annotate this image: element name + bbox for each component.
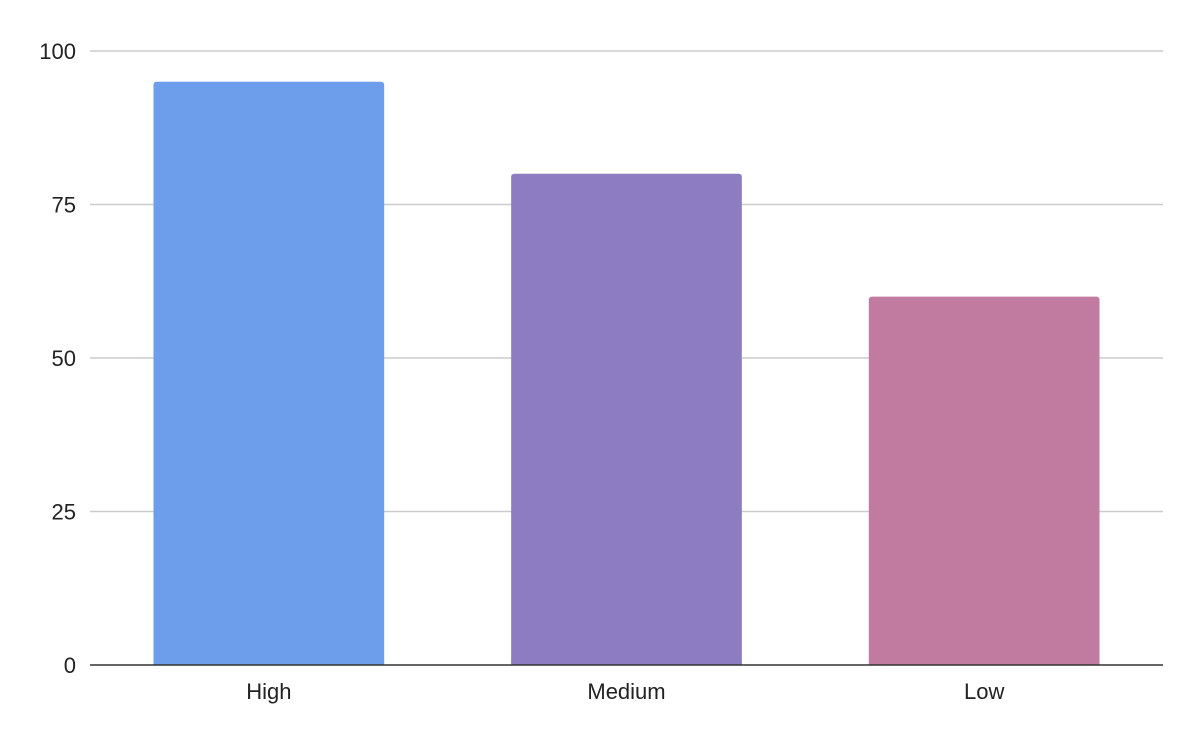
y-axis-ticks: 0 25 50 75 100 [39, 39, 76, 678]
x-tick-label: Low [964, 679, 1004, 704]
x-axis-ticks: High Medium Low [246, 679, 1004, 704]
x-tick-label: Medium [587, 679, 665, 704]
bar-high [153, 81, 385, 665]
bar-base-high [153, 661, 385, 665]
y-tick-label: 75 [52, 193, 76, 218]
bar-base-medium [511, 661, 742, 665]
x-tick-label: High [246, 679, 291, 704]
bars [153, 81, 1100, 666]
y-tick-label: 50 [52, 346, 76, 371]
bar-medium [511, 173, 742, 666]
y-tick-label: 100 [39, 39, 76, 64]
bar-low [868, 296, 1100, 665]
bar-base-low [868, 661, 1100, 665]
y-tick-label: 0 [64, 653, 76, 678]
y-tick-label: 25 [52, 500, 76, 525]
